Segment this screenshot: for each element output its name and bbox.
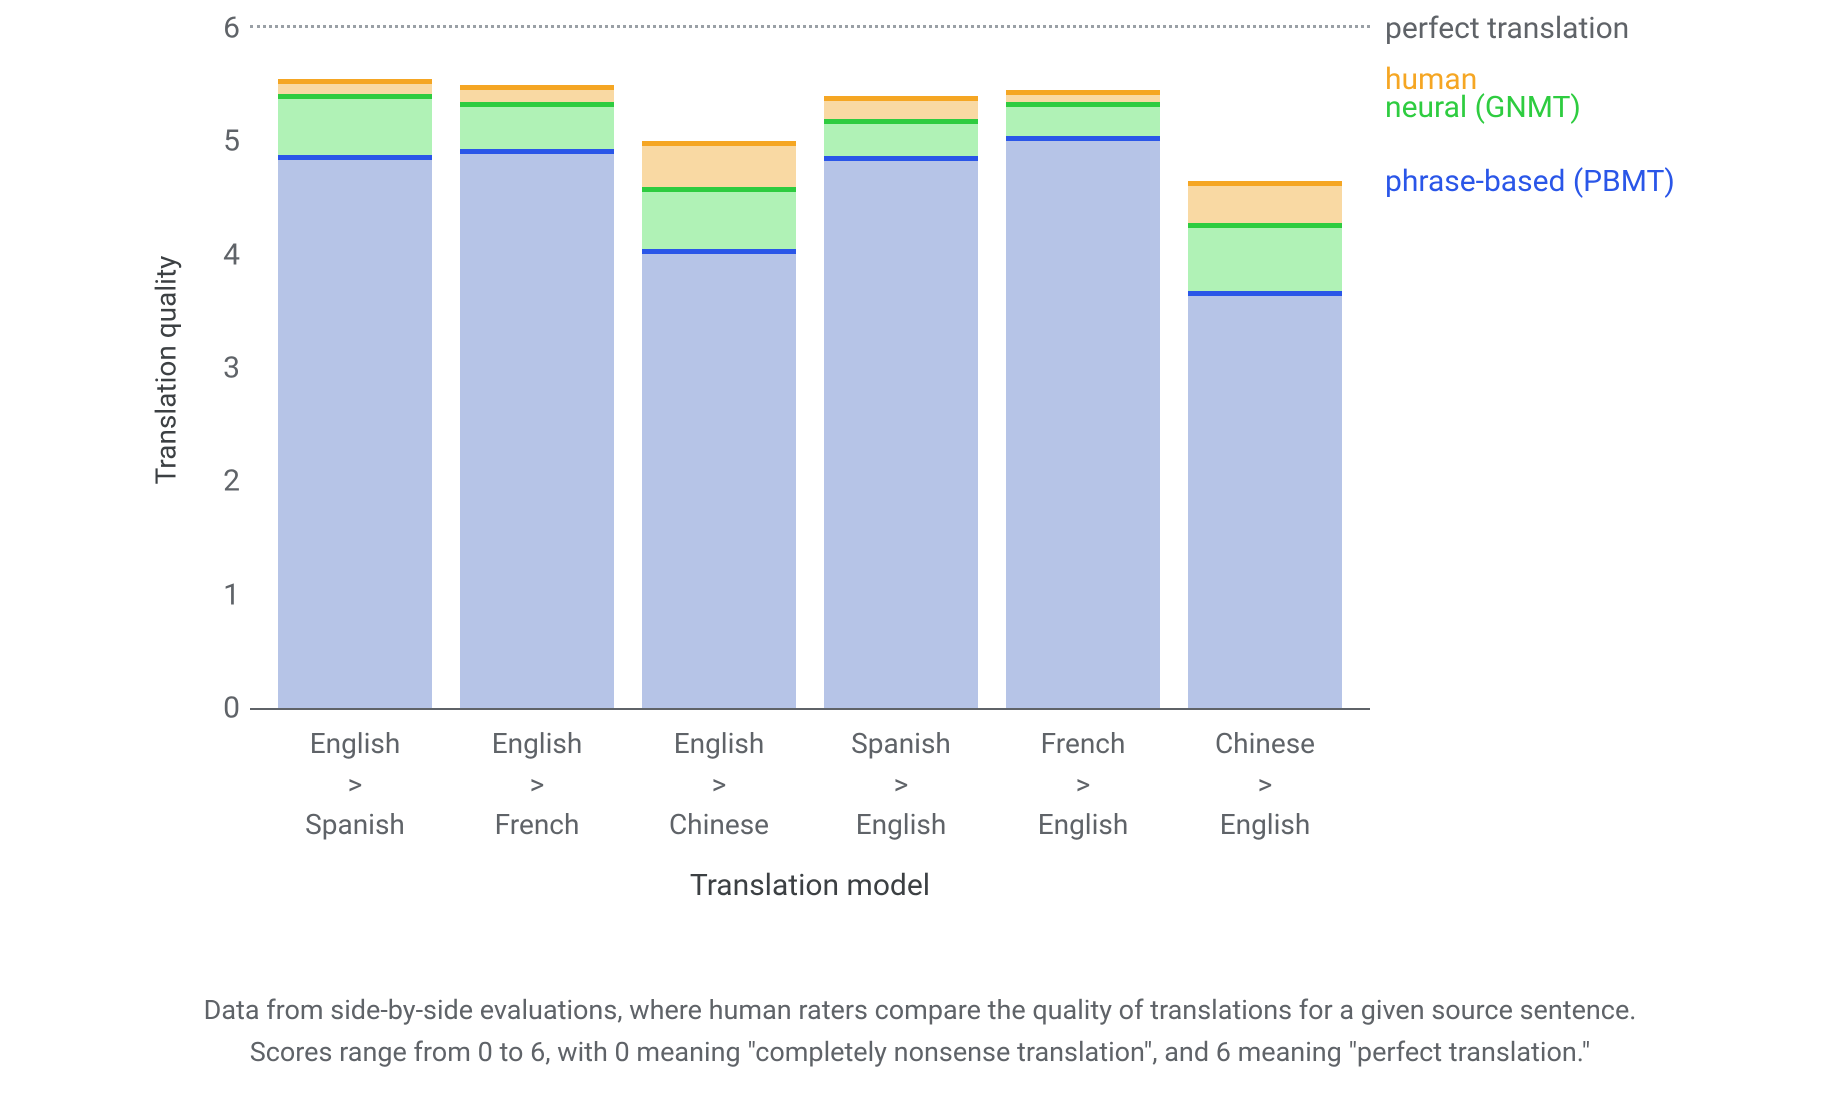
bar-segment-human: [1188, 181, 1342, 223]
bar-edge-neural: [1188, 223, 1342, 228]
bar-edge-phrase_based: [642, 249, 796, 254]
bar-edge-human: [1188, 181, 1342, 186]
legend-item-neural: neural (GNMT): [1385, 90, 1835, 125]
bar-group: [278, 30, 432, 708]
bar-edge-human: [460, 85, 614, 90]
y-tick-label: 0: [180, 691, 240, 726]
bar-edge-phrase_based: [1006, 136, 1160, 141]
x-tick-labels: English>SpanishEnglish>FrenchEnglish>Chi…: [250, 708, 1370, 846]
bar-segment-phrase_based: [1006, 136, 1160, 708]
bar-group: [642, 30, 796, 708]
bar-segment-phrase_based: [1188, 291, 1342, 708]
bar-group: [824, 30, 978, 708]
bar-edge-human: [642, 141, 796, 146]
x-tick-label: Spanish>English: [824, 724, 978, 846]
y-tick-label: 4: [180, 237, 240, 272]
bar-edge-phrase_based: [460, 149, 614, 154]
bar-edge-neural: [278, 94, 432, 99]
bar-edge-human: [824, 96, 978, 101]
bars: [250, 30, 1370, 708]
bar-edge-neural: [1006, 102, 1160, 107]
bar-group: [1006, 30, 1160, 708]
chart-container: Translation quality English>SpanishEngli…: [0, 0, 1840, 1120]
bar-edge-human: [1006, 90, 1160, 95]
bar-segment-human: [642, 141, 796, 186]
y-tick-label: 2: [180, 464, 240, 499]
bar-group: [1188, 30, 1342, 708]
bar-segment-neural: [278, 94, 432, 155]
plot-area: English>SpanishEnglish>FrenchEnglish>Chi…: [250, 30, 1370, 710]
y-tick-label: 3: [180, 351, 240, 386]
x-tick-label: Chinese>English: [1188, 724, 1342, 846]
bar-segment-neural: [1188, 223, 1342, 291]
y-tick-label: 1: [180, 577, 240, 612]
bar-segment-phrase_based: [824, 156, 978, 708]
y-tick-label: 6: [180, 11, 240, 46]
caption: Data from side-by-side evaluations, wher…: [0, 990, 1840, 1074]
bar-segment-neural: [642, 187, 796, 249]
y-tick-label: 5: [180, 124, 240, 159]
y-axis-title: Translation quality: [150, 256, 183, 485]
reference-line-label: perfect translation: [1385, 11, 1629, 46]
bar-edge-neural: [642, 187, 796, 192]
bar-group: [460, 30, 614, 708]
legend-label: neural (GNMT): [1385, 90, 1581, 125]
bar-segment-phrase_based: [278, 155, 432, 708]
caption-line-1: Data from side-by-side evaluations, wher…: [60, 990, 1780, 1032]
bar-edge-phrase_based: [1188, 291, 1342, 296]
x-axis-title: Translation model: [250, 868, 1370, 903]
caption-line-2: Scores range from 0 to 6, with 0 meaning…: [60, 1032, 1780, 1074]
legend-label: phrase-based (PBMT): [1385, 164, 1675, 199]
bar-edge-phrase_based: [824, 156, 978, 161]
reference-line: [250, 25, 1370, 28]
bar-segment-phrase_based: [642, 249, 796, 708]
bar-segment-neural: [460, 102, 614, 150]
x-tick-label: English>Chinese: [642, 724, 796, 846]
x-tick-label: English>Spanish: [278, 724, 432, 846]
bar-edge-human: [278, 79, 432, 84]
bar-segment-neural: [1006, 102, 1160, 136]
bar-edge-phrase_based: [278, 155, 432, 160]
bar-segment-neural: [824, 119, 978, 156]
bar-edge-neural: [460, 102, 614, 107]
bar-edge-neural: [824, 119, 978, 124]
bar-segment-phrase_based: [460, 149, 614, 708]
legend-item-phrase_based: phrase-based (PBMT): [1385, 164, 1835, 199]
x-tick-label: English>French: [460, 724, 614, 846]
chart: Translation quality English>SpanishEngli…: [110, 30, 1730, 865]
x-tick-label: French>English: [1006, 724, 1160, 846]
